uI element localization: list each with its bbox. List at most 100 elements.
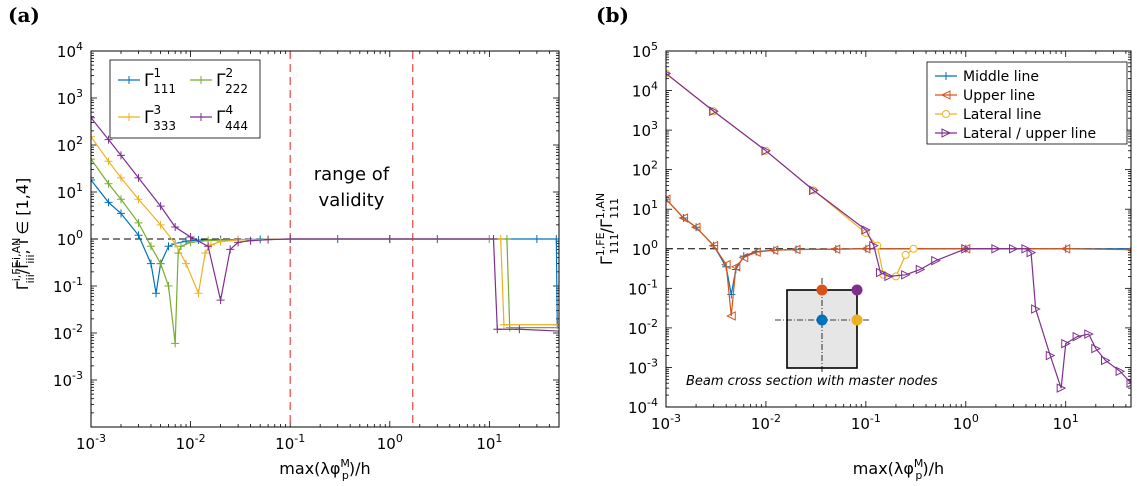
panel-b-xtick-label-2-exp: -1: [870, 412, 881, 425]
panel-b-ytick-label-7: 103: [632, 119, 658, 140]
panel-a-xtick-label-2-exp: -1: [294, 432, 305, 445]
panel-b-series-1-point-0: [666, 194, 671, 204]
panel-a-ytick-label-6: 103: [57, 87, 83, 108]
panel-b-series-3-point-5: [869, 240, 879, 251]
panel-a-ylabel-g1: Γ: [13, 281, 32, 290]
panel-b-series-3-point-9: [915, 264, 926, 275]
panel-b-ytick-label-7-exp: 3: [651, 119, 658, 132]
panel-a-xlabel-pre: max(λφ: [279, 459, 340, 478]
panel-a-xtick-label-1: 10-2: [176, 432, 206, 453]
panel-a-xlabel-sup: M: [340, 457, 350, 470]
panel-a-legend-label-2: Γ3 333: [144, 103, 176, 133]
panel-a-ytick-label-3-base: 10: [57, 231, 76, 249]
panel-a-series-2-point-0: [91, 132, 95, 141]
panel-a-series-2-point-7: [194, 289, 203, 298]
panel-b-ytick-label-6-base: 10: [632, 162, 651, 180]
panel-a-series-2-point-8: [201, 249, 210, 258]
panel-a-ylabel-g2sub: iii: [24, 254, 37, 263]
panel-b-inset-node-lateral-upper: [851, 284, 863, 296]
panel-a-series-2-point-3: [134, 195, 143, 204]
panel-b-series-3-point-2: [761, 145, 772, 156]
panel-b-xtick-label-4: 101: [1053, 412, 1079, 433]
panel-a-series-3-point-6: [186, 233, 195, 242]
panel-a-legend-label-3-sup: 4: [225, 103, 233, 117]
panel-a-legend-marker-1: [197, 76, 205, 84]
panel-b-xlabel-sub: p: [915, 469, 922, 482]
panel-a-xtick-label-0-exp: -3: [95, 432, 106, 445]
panel-a-series-0-point-3: [134, 231, 143, 240]
panel-a-xlabel-sub: p: [342, 469, 349, 482]
panel-b-legend-label-3: Lateral / upper line: [963, 126, 1096, 142]
panel-b-xtick-label-3-base: 10: [953, 415, 972, 433]
panel-b-xtick-label-1-exp: -2: [770, 412, 781, 425]
panel-b-ytick-label-3: 10-1: [628, 277, 658, 298]
panel-a-series-0-point-4: [146, 259, 155, 268]
panel-b-ylabel: Γ1,FE111/Γ1,AN111: [594, 193, 621, 265]
panel-a-series-3-point-5: [171, 223, 180, 232]
panel-a-ytick-label-1: 10-2: [53, 322, 83, 343]
panel-b-xtick-label-0-base: 10: [651, 415, 670, 433]
panel-b-ytick-label-9-exp: 5: [651, 40, 658, 53]
panel-b-series-3-point-1: [709, 106, 719, 117]
panel-a-series-3-point-18: [555, 327, 559, 336]
panel-a-series-0-point-5: [152, 289, 161, 298]
panel-a-series-3-point-15: [489, 235, 498, 243]
panel-a-series-0-point-2: [116, 209, 125, 218]
panel-a-legend-box: [109, 59, 261, 139]
panel-b-series-3-point-12: [991, 243, 1001, 254]
panel-b-legend-label-1: Upper line: [963, 88, 1035, 104]
panel-a-legend-marker-2: [125, 113, 133, 121]
panel-b-series-0-line: [666, 198, 1131, 295]
panel-b-ylabel-slash: /Γ: [597, 219, 616, 233]
panel-a-xtick-label-2: 10-1: [275, 432, 305, 453]
panel-b-series-0: [666, 195, 1131, 299]
panel-b-series-3-point-11: [961, 243, 971, 254]
panel-a-series-1-point-2: [116, 195, 125, 204]
panel-a-legend-marker-0: [125, 76, 133, 84]
panel-a-series-3-point-11: [246, 236, 255, 245]
panel-a-ytick-label-5: 102: [57, 134, 83, 155]
panel-a-series-3-point-14: [385, 235, 394, 243]
panel-a-series-2: [91, 132, 559, 329]
panel-b-series-3-point-18: [1056, 383, 1067, 393]
panel-a-annotation-line-0: range of: [314, 164, 390, 185]
panel-a-legend-label-3: Γ4 444: [216, 103, 248, 133]
panel-b-legend-marker-2: [942, 110, 950, 118]
panel-a-series-2-point-6: [182, 259, 191, 268]
panel-b-axes-frame: [665, 50, 1132, 408]
panel-a-xtick-label-2-base: 10: [275, 435, 294, 453]
panel-a-series-2-point-10: [216, 237, 225, 246]
panel-a-series-2-point-4: [156, 220, 165, 229]
panel-a-axes-frame: [90, 50, 560, 428]
panel-a-ytick-label-0-exp: -3: [72, 369, 83, 382]
panel-a-series-3-point-0: [91, 113, 95, 122]
panel-b-series-1-point-5: [726, 311, 736, 321]
panel-a-xtick-label-3-exp: 0: [396, 432, 403, 445]
panel-b-ytick-label-4: 100: [632, 238, 658, 259]
panel-b-series-3-point-23: [1100, 355, 1111, 366]
panel-a-legend-label-3-sub: 444: [225, 119, 248, 133]
panel-a-plot-area: [91, 51, 559, 427]
panel-a-series-1-point-4: [146, 242, 155, 251]
panel-b-ytick-label-9: 105: [632, 40, 658, 61]
panel-b-ytick-label-7-base: 10: [632, 122, 651, 140]
panel-b-ytick-label-1-base: 10: [628, 359, 647, 377]
panel-b-ytick-label-5: 101: [632, 198, 658, 219]
panel-a-xtick-label-1-base: 10: [176, 435, 195, 453]
panel-a-xtick-label-0-base: 10: [76, 435, 95, 453]
panel-b-series-3-point-17: [1045, 350, 1056, 361]
panel-b-ytick-label-8-exp: 4: [651, 80, 658, 93]
panel-a-series-3-point-12: [264, 235, 273, 244]
panel-b-plot-area: [666, 69, 1131, 393]
panel-a-legend-label-0-sub: 111: [153, 82, 176, 96]
panel-b-series-1-point-7: [738, 252, 749, 263]
panel-a-series-0-point-18: [532, 235, 541, 243]
panel-b-inset-caption: Beam cross section with master nodes: [686, 374, 938, 389]
panel-a-series-2-point-16: [499, 320, 508, 329]
panel-b-xlabel-pre: max(λφ: [853, 459, 914, 478]
panel-b-inset-node-upper: [816, 284, 828, 296]
panel-a-legend-label-2-sub: 333: [153, 119, 176, 133]
panel-a-series-1-point-1: [104, 179, 113, 188]
panel-b-ytick-label-6: 102: [632, 159, 658, 180]
